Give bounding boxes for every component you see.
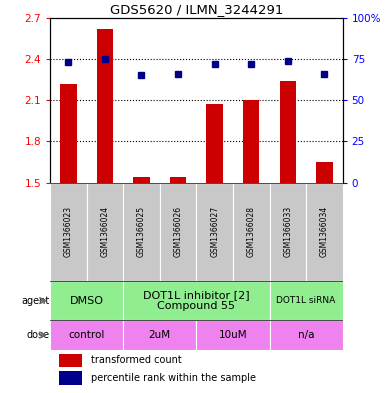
Text: GSM1366026: GSM1366026 bbox=[174, 206, 182, 257]
Bar bbox=[170, 177, 186, 183]
Bar bbox=[196, 183, 233, 281]
Text: 10uM: 10uM bbox=[219, 330, 247, 340]
Bar bbox=[306, 183, 343, 281]
Text: percentile rank within the sample: percentile rank within the sample bbox=[91, 373, 256, 383]
Text: agent: agent bbox=[22, 296, 50, 306]
Bar bbox=[196, 320, 270, 350]
Text: DOT1L inhibitor [2]
Compound 55: DOT1L inhibitor [2] Compound 55 bbox=[143, 290, 249, 311]
Bar bbox=[243, 100, 259, 183]
Bar bbox=[59, 371, 82, 385]
Bar bbox=[233, 183, 270, 281]
Text: 2uM: 2uM bbox=[149, 330, 171, 340]
Bar bbox=[60, 84, 77, 183]
Text: DMSO: DMSO bbox=[70, 296, 104, 306]
Bar bbox=[97, 29, 113, 183]
Bar bbox=[316, 162, 333, 183]
Text: GSM1366024: GSM1366024 bbox=[100, 206, 109, 257]
Bar bbox=[50, 183, 87, 281]
Bar bbox=[160, 183, 196, 281]
Bar bbox=[123, 183, 160, 281]
Text: GSM1366027: GSM1366027 bbox=[210, 206, 219, 257]
Text: GSM1366033: GSM1366033 bbox=[283, 206, 292, 257]
Bar bbox=[123, 320, 196, 350]
Text: GSM1366028: GSM1366028 bbox=[247, 206, 256, 257]
Bar bbox=[270, 183, 306, 281]
Bar bbox=[59, 354, 82, 367]
Text: GSM1366034: GSM1366034 bbox=[320, 206, 329, 257]
Bar bbox=[50, 281, 123, 320]
Bar bbox=[133, 177, 150, 183]
Bar bbox=[270, 320, 343, 350]
Text: dose: dose bbox=[27, 330, 50, 340]
Bar bbox=[206, 104, 223, 183]
Text: control: control bbox=[69, 330, 105, 340]
Bar bbox=[280, 81, 296, 183]
Bar bbox=[50, 320, 123, 350]
Bar bbox=[87, 183, 123, 281]
Text: GSM1366023: GSM1366023 bbox=[64, 206, 73, 257]
Text: n/a: n/a bbox=[298, 330, 314, 340]
Title: GDS5620 / ILMN_3244291: GDS5620 / ILMN_3244291 bbox=[110, 4, 283, 17]
Text: GSM1366025: GSM1366025 bbox=[137, 206, 146, 257]
Text: DOT1L siRNA: DOT1L siRNA bbox=[276, 296, 336, 305]
Text: transformed count: transformed count bbox=[91, 355, 182, 365]
Bar bbox=[270, 281, 343, 320]
Bar bbox=[123, 281, 270, 320]
